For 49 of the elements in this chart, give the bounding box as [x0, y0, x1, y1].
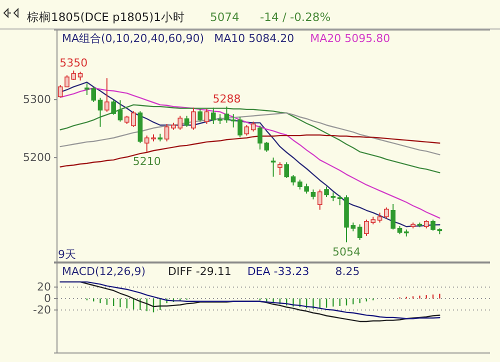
candlestick — [144, 135, 150, 152]
x-axis-title: 9天 — [58, 248, 76, 261]
candlestick — [430, 219, 436, 232]
candlestick — [270, 157, 276, 178]
candlestick — [104, 78, 110, 112]
candlestick — [317, 189, 322, 210]
y-tick-label: 0 — [44, 292, 51, 306]
candlestick — [290, 174, 296, 186]
candlestick — [191, 107, 196, 130]
candlestick — [337, 194, 342, 206]
line-series — [60, 112, 440, 156]
text: -14 / -0.28% — [260, 10, 331, 24]
candlestick — [377, 212, 382, 224]
y-tick-label: -20 — [33, 304, 51, 317]
candlestick — [310, 189, 316, 200]
line-series — [60, 104, 440, 174]
y-tick-label: 20 — [37, 280, 51, 294]
annotation: 8.25 — [335, 265, 360, 278]
candlestick — [324, 186, 329, 198]
chart-title: MACD(12,26,9) — [62, 265, 146, 278]
candlestick — [278, 162, 282, 176]
candlestick — [357, 224, 362, 240]
annotation: 5210 — [132, 154, 161, 168]
candlestick — [58, 84, 63, 98]
candlestick — [184, 115, 190, 128]
y-tick-label: 5300 — [23, 93, 51, 106]
candlestick — [98, 97, 103, 128]
text: DIFF -29.11 — [168, 265, 232, 278]
candlestick — [164, 123, 170, 142]
candlestick — [111, 100, 116, 116]
candlestick — [198, 108, 202, 122]
candlestick — [390, 204, 396, 230]
annotation: 5054 — [332, 245, 360, 258]
text: DEA -33.23 — [247, 265, 310, 278]
candlestick — [204, 108, 210, 124]
candlestick — [244, 124, 250, 136]
candlestick — [384, 206, 389, 219]
candlestick — [250, 121, 256, 132]
y-tick-label: 5200 — [23, 151, 51, 164]
text: MA10 5084.20 — [214, 32, 294, 45]
annotation: 5350 — [60, 56, 88, 70]
text: 5074 — [210, 10, 240, 24]
legend-title: MA组合(0,10,20,40,60,90) — [62, 32, 204, 45]
candlestick — [224, 106, 230, 124]
annotation: 5288 — [212, 92, 241, 106]
candlestick — [284, 162, 290, 178]
chart-title: 棕榈1805(DCE p1805)1小时 — [27, 10, 185, 24]
text: MA20 5095.80 — [310, 32, 390, 45]
candlestick — [118, 100, 123, 122]
